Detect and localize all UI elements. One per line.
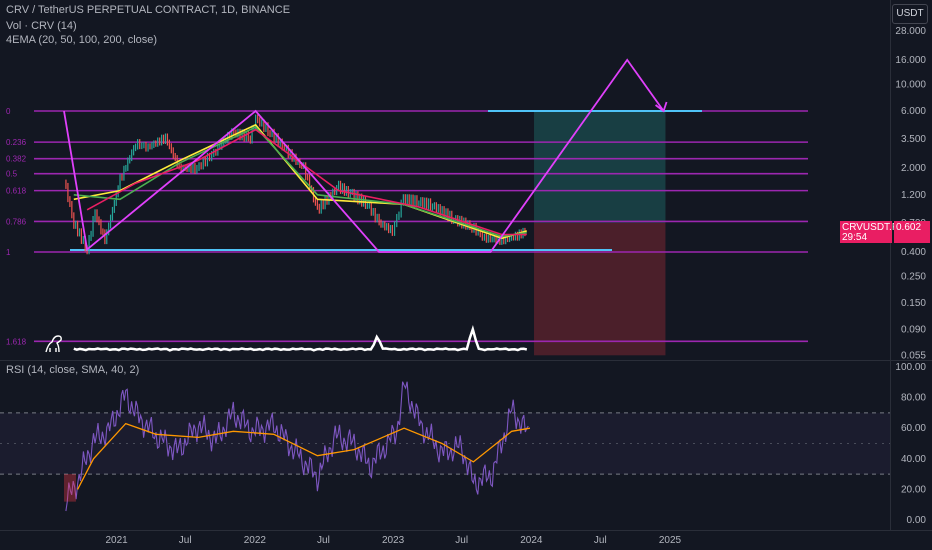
- time-axis-tick: 2023: [382, 535, 405, 546]
- time-axis-tick: 2022: [244, 535, 267, 546]
- price-axis-tick: 3.500: [901, 134, 926, 145]
- volume-layer: [73, 325, 528, 352]
- last-price-label: 0.602: [894, 221, 930, 243]
- time-axis-tick: Jul: [179, 535, 192, 546]
- price-axis-tick: 28.000: [895, 26, 926, 37]
- price-axis-tick: 0.090: [901, 325, 926, 336]
- time-axis-tick: 2021: [106, 535, 129, 546]
- ema-line: [73, 126, 527, 238]
- rsi-oversold-highlight: [63, 474, 76, 502]
- chart-title: CRV / TetherUS PERPETUAL CONTRACT, 1D, B…: [6, 4, 291, 16]
- fib-level-label: 0: [6, 107, 11, 116]
- stop-loss-zone[interactable]: [534, 222, 666, 356]
- price-axis-tick: 2.000: [901, 163, 926, 174]
- price-axis-border: [890, 0, 891, 530]
- fibonacci-levels[interactable]: 0 0.236 0.382 0.5 0.618 0.786 1 1.618: [6, 107, 808, 346]
- price-layer: [65, 114, 528, 255]
- dino-icon: [45, 335, 62, 353]
- time-axis-tick: Jul: [455, 535, 468, 546]
- fib-level-label: 1.618: [6, 337, 27, 346]
- price-axis-tick: 16.000: [895, 55, 926, 66]
- price-axis-tick: 0.055: [901, 350, 926, 361]
- last-price-value: 0.602: [896, 222, 922, 233]
- fib-level-label: 1: [6, 248, 11, 257]
- candle-countdown: 29:54: [842, 232, 868, 243]
- position-zones: [534, 111, 666, 356]
- fib-level-label: 0.786: [6, 217, 27, 226]
- rsi-axis-tick: 0.00: [907, 515, 927, 526]
- projection-path[interactable]: [63, 58, 668, 253]
- fib-level-label: 0.236: [6, 138, 27, 147]
- rsi-ma-line: [77, 422, 531, 490]
- rsi-axis-tick: 60.00: [901, 423, 926, 434]
- rsi-axis-tick: 20.00: [901, 484, 926, 495]
- volume-line: [73, 325, 528, 352]
- fib-level-label: 0.618: [6, 187, 27, 196]
- rsi-panel-plot: [0, 381, 890, 512]
- projection-arrowhead[interactable]: [655, 101, 668, 113]
- price-axis-tick: 0.150: [901, 298, 926, 309]
- volume-legend[interactable]: Vol · CRV (14): [6, 20, 77, 32]
- pane-separator[interactable]: [0, 360, 932, 361]
- time-axis-tick: 2025: [659, 535, 682, 546]
- fib-level-label: 0.5: [6, 170, 18, 179]
- time-axis-tick: 2024: [520, 535, 543, 546]
- ema-line: [86, 128, 527, 236]
- price-axis-tick: 0.250: [901, 271, 926, 282]
- projection-polyline[interactable]: [63, 58, 665, 253]
- symbol-label: CRVUSDT.P: [842, 222, 899, 233]
- decoration-layer: [45, 335, 62, 353]
- time-axis-border: [0, 530, 932, 531]
- price-axis-tick: 1.200: [901, 190, 926, 201]
- price-axis-tick: 10.000: [895, 79, 926, 90]
- currency-unit-button[interactable]: USDT: [892, 4, 928, 24]
- rsi-legend[interactable]: RSI (14, close, SMA, 40, 2): [6, 364, 140, 376]
- rsi-axis-tick: 80.00: [901, 393, 926, 404]
- rsi-axis-tick: 100.00: [895, 362, 926, 373]
- time-axis-tick: Jul: [317, 535, 330, 546]
- symbol-price-tag: CRVUSDT.P 29:54: [840, 221, 899, 243]
- rsi-axis-tick: 40.00: [901, 454, 926, 465]
- ema-legend[interactable]: 4EMA (20, 50, 100, 200, close): [6, 34, 158, 46]
- time-axis-tick: Jul: [594, 535, 607, 546]
- take-profit-zone[interactable]: [534, 111, 666, 223]
- fib-level-label: 0.382: [6, 155, 27, 164]
- price-axis-tick: 6.000: [901, 106, 926, 117]
- price-axis-tick: 0.400: [901, 247, 926, 258]
